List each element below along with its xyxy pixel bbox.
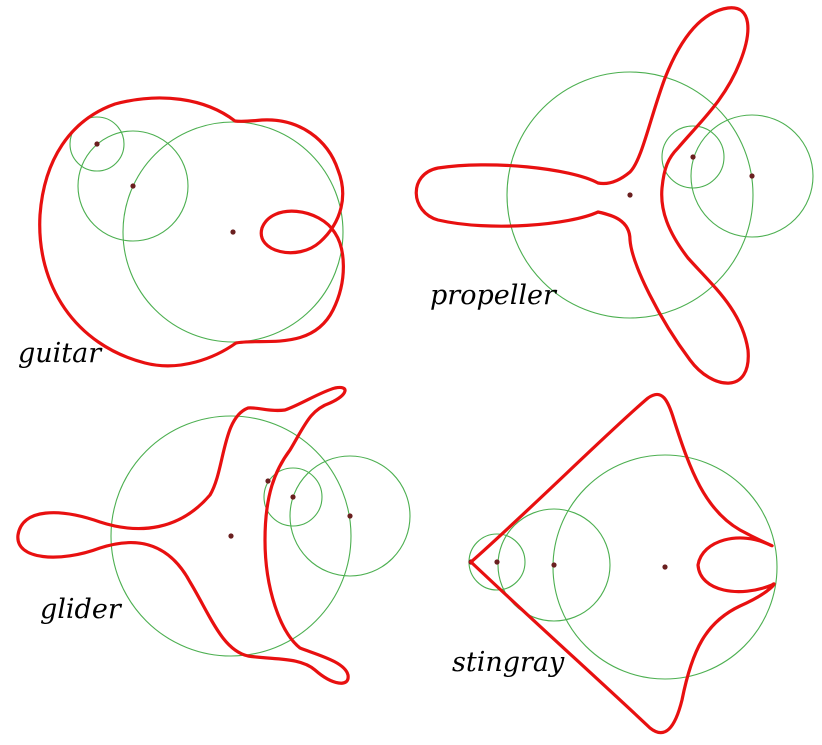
guitar-curve: [38, 96, 345, 368]
glider-medium-dot: [347, 513, 353, 519]
stingray-small-dot: [494, 559, 500, 565]
propeller-medium-dot: [749, 173, 755, 179]
guitar-center-dot: [230, 229, 236, 235]
propeller-small-dot: [690, 154, 696, 160]
stingray-label: stingray: [452, 647, 565, 678]
guitar-label: guitar: [18, 338, 103, 369]
glider-small-dot: [290, 494, 296, 500]
guitar-small-dot: [94, 141, 100, 147]
propeller-center-dot: [627, 192, 633, 198]
stingray-center-dot: [662, 564, 668, 570]
propeller-curve: [414, 6, 750, 385]
glider-medium-circle: [289, 455, 411, 577]
propeller-small-circle: [661, 125, 725, 189]
stingray-panel: stingray: [452, 392, 778, 735]
propeller-label: propeller: [430, 280, 558, 311]
glider-curve: [16, 385, 350, 685]
glider-center-dot: [228, 533, 234, 539]
glider-large-circle: [110, 415, 352, 657]
stingray-curve: [469, 392, 776, 735]
propeller-panel: propeller: [414, 6, 814, 385]
glider-small-circle: [263, 467, 323, 527]
guitar-medium-circle: [77, 130, 189, 242]
propeller-large-circle: [506, 71, 754, 319]
guitar-large-circle: [122, 121, 344, 343]
guitar-medium-dot: [130, 183, 136, 189]
guitar-small-circle: [69, 116, 125, 172]
glider-panel: glider: [16, 385, 411, 685]
stingray-medium-dot: [551, 562, 557, 568]
guitar-panel: guitar: [18, 96, 345, 369]
propeller-medium-circle: [690, 114, 814, 238]
stingray-medium-circle: [497, 508, 611, 622]
glider-label: glider: [40, 594, 123, 625]
glider-curve-dot: [265, 478, 271, 484]
